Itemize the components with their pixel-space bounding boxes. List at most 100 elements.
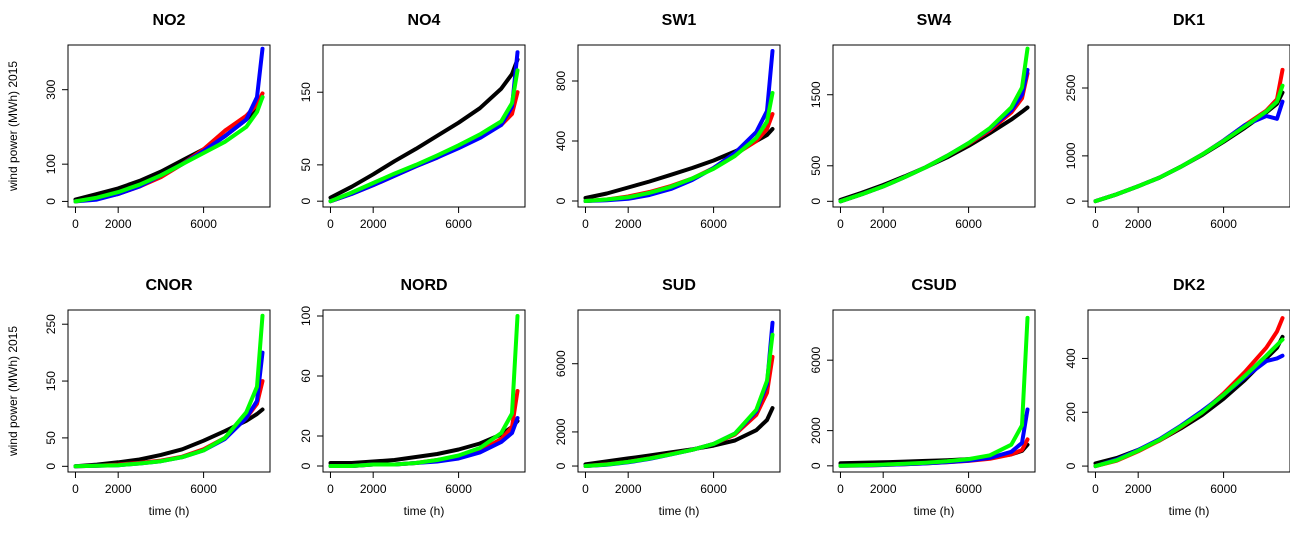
data-line <box>583 406 775 467</box>
data-line <box>1093 90 1285 204</box>
plot-box <box>832 44 1036 208</box>
x-tick-label: 6000 <box>190 482 217 496</box>
y-axis-label: wind power (MWh) 2015 <box>6 61 20 192</box>
x-tick-label: 2000 <box>105 217 132 231</box>
x-tick-label: 2000 <box>870 217 897 231</box>
x-tick-label: 2000 <box>1125 217 1152 231</box>
x-tick-label: 6000 <box>445 217 472 231</box>
data-line <box>328 57 520 200</box>
x-tick-label: 0 <box>837 482 844 496</box>
plot-box <box>322 44 526 208</box>
y-tick-label: 0 <box>299 198 313 205</box>
x-tick-label: 6000 <box>955 217 982 231</box>
data-line <box>1093 316 1285 469</box>
x-tick-label: 2000 <box>360 482 387 496</box>
plot-box <box>1087 309 1290 473</box>
data-line <box>838 315 1030 468</box>
x-tick-label: 0 <box>582 482 589 496</box>
y-tick-label: 6000 <box>554 350 568 377</box>
data-line <box>73 350 265 469</box>
chart-title: NO4 <box>408 12 441 29</box>
chart-title: DK1 <box>1173 12 1205 29</box>
chart-title: SUD <box>662 277 696 294</box>
data-line <box>1093 337 1285 469</box>
data-line <box>1093 334 1285 466</box>
data-line <box>73 95 265 202</box>
data-line <box>73 91 265 204</box>
y-tick-label: 500 <box>809 155 823 175</box>
data-line <box>1093 67 1285 204</box>
data-line <box>838 71 1030 204</box>
x-tick-label: 0 <box>1092 482 1099 496</box>
x-tick-label: 0 <box>1092 217 1099 231</box>
y-tick-label: 2500 <box>1064 74 1078 101</box>
data-line <box>583 332 775 468</box>
data-line <box>328 314 520 468</box>
x-tick-label: 2000 <box>1125 482 1152 496</box>
plot-box <box>577 309 781 473</box>
x-tick-label: 0 <box>72 217 79 231</box>
x-tick-label: 6000 <box>1210 482 1237 496</box>
y-tick-label: 0 <box>44 463 58 470</box>
x-tick-label: 0 <box>837 217 844 231</box>
data-line <box>1093 353 1285 469</box>
y-tick-label: 800 <box>554 71 568 91</box>
data-line <box>583 320 775 468</box>
x-tick-label: 6000 <box>700 482 727 496</box>
x-tick-label: 0 <box>327 217 334 231</box>
y-tick-label: 200 <box>1064 402 1078 422</box>
y-tick-label: 400 <box>554 131 568 151</box>
x-tick-label: 6000 <box>700 217 727 231</box>
y-tick-label: 150 <box>299 82 313 102</box>
y-tick-label: 2000 <box>809 417 823 444</box>
plot-box <box>67 309 271 473</box>
x-tick-label: 2000 <box>615 482 642 496</box>
y-tick-label: 150 <box>44 371 58 391</box>
x-tick-label: 6000 <box>190 217 217 231</box>
y-tick-label: 100 <box>44 154 58 174</box>
x-axis-label: time (h) <box>404 504 445 518</box>
data-line <box>838 46 1030 204</box>
y-tick-label: 300 <box>44 79 58 99</box>
plot-box <box>577 44 781 208</box>
data-line <box>1093 83 1285 204</box>
plot-box <box>67 44 271 208</box>
plot-box <box>1087 44 1290 208</box>
x-tick-label: 0 <box>72 482 79 496</box>
x-tick-label: 6000 <box>445 482 472 496</box>
y-tick-label: 0 <box>554 462 568 469</box>
y-tick-label: 1500 <box>809 81 823 108</box>
y-tick-label: 100 <box>299 306 313 326</box>
x-axis-label: time (h) <box>149 504 190 518</box>
y-tick-label: 250 <box>44 314 58 334</box>
x-tick-label: 0 <box>582 217 589 231</box>
data-line <box>583 112 775 203</box>
chart-title: DK2 <box>1173 277 1205 294</box>
chart-title: SW1 <box>662 12 697 29</box>
y-tick-label: 0 <box>809 462 823 469</box>
y-tick-label: 50 <box>299 158 313 172</box>
y-tick-label: 6000 <box>809 347 823 374</box>
x-tick-label: 2000 <box>870 482 897 496</box>
y-axis-label: wind power (MWh) 2015 <box>6 326 20 457</box>
x-tick-label: 6000 <box>1210 217 1237 231</box>
plot-box <box>322 309 526 473</box>
x-axis-label: time (h) <box>914 504 955 518</box>
x-tick-label: 2000 <box>105 482 132 496</box>
x-tick-label: 0 <box>327 482 334 496</box>
data-line <box>328 68 520 204</box>
chart-title: SW4 <box>917 12 952 29</box>
y-tick-label: 1000 <box>1064 142 1078 169</box>
y-tick-label: 0 <box>554 197 568 204</box>
chart-title: NO2 <box>153 12 186 29</box>
data-line <box>583 91 775 203</box>
x-axis-label: time (h) <box>659 504 700 518</box>
data-line <box>73 313 265 469</box>
y-tick-label: 60 <box>299 369 313 383</box>
chart-title: NORD <box>400 277 447 294</box>
x-tick-label: 6000 <box>955 482 982 496</box>
chart-title: CSUD <box>911 277 956 294</box>
y-tick-label: 20 <box>299 429 313 443</box>
y-tick-label: 0 <box>1064 462 1078 469</box>
